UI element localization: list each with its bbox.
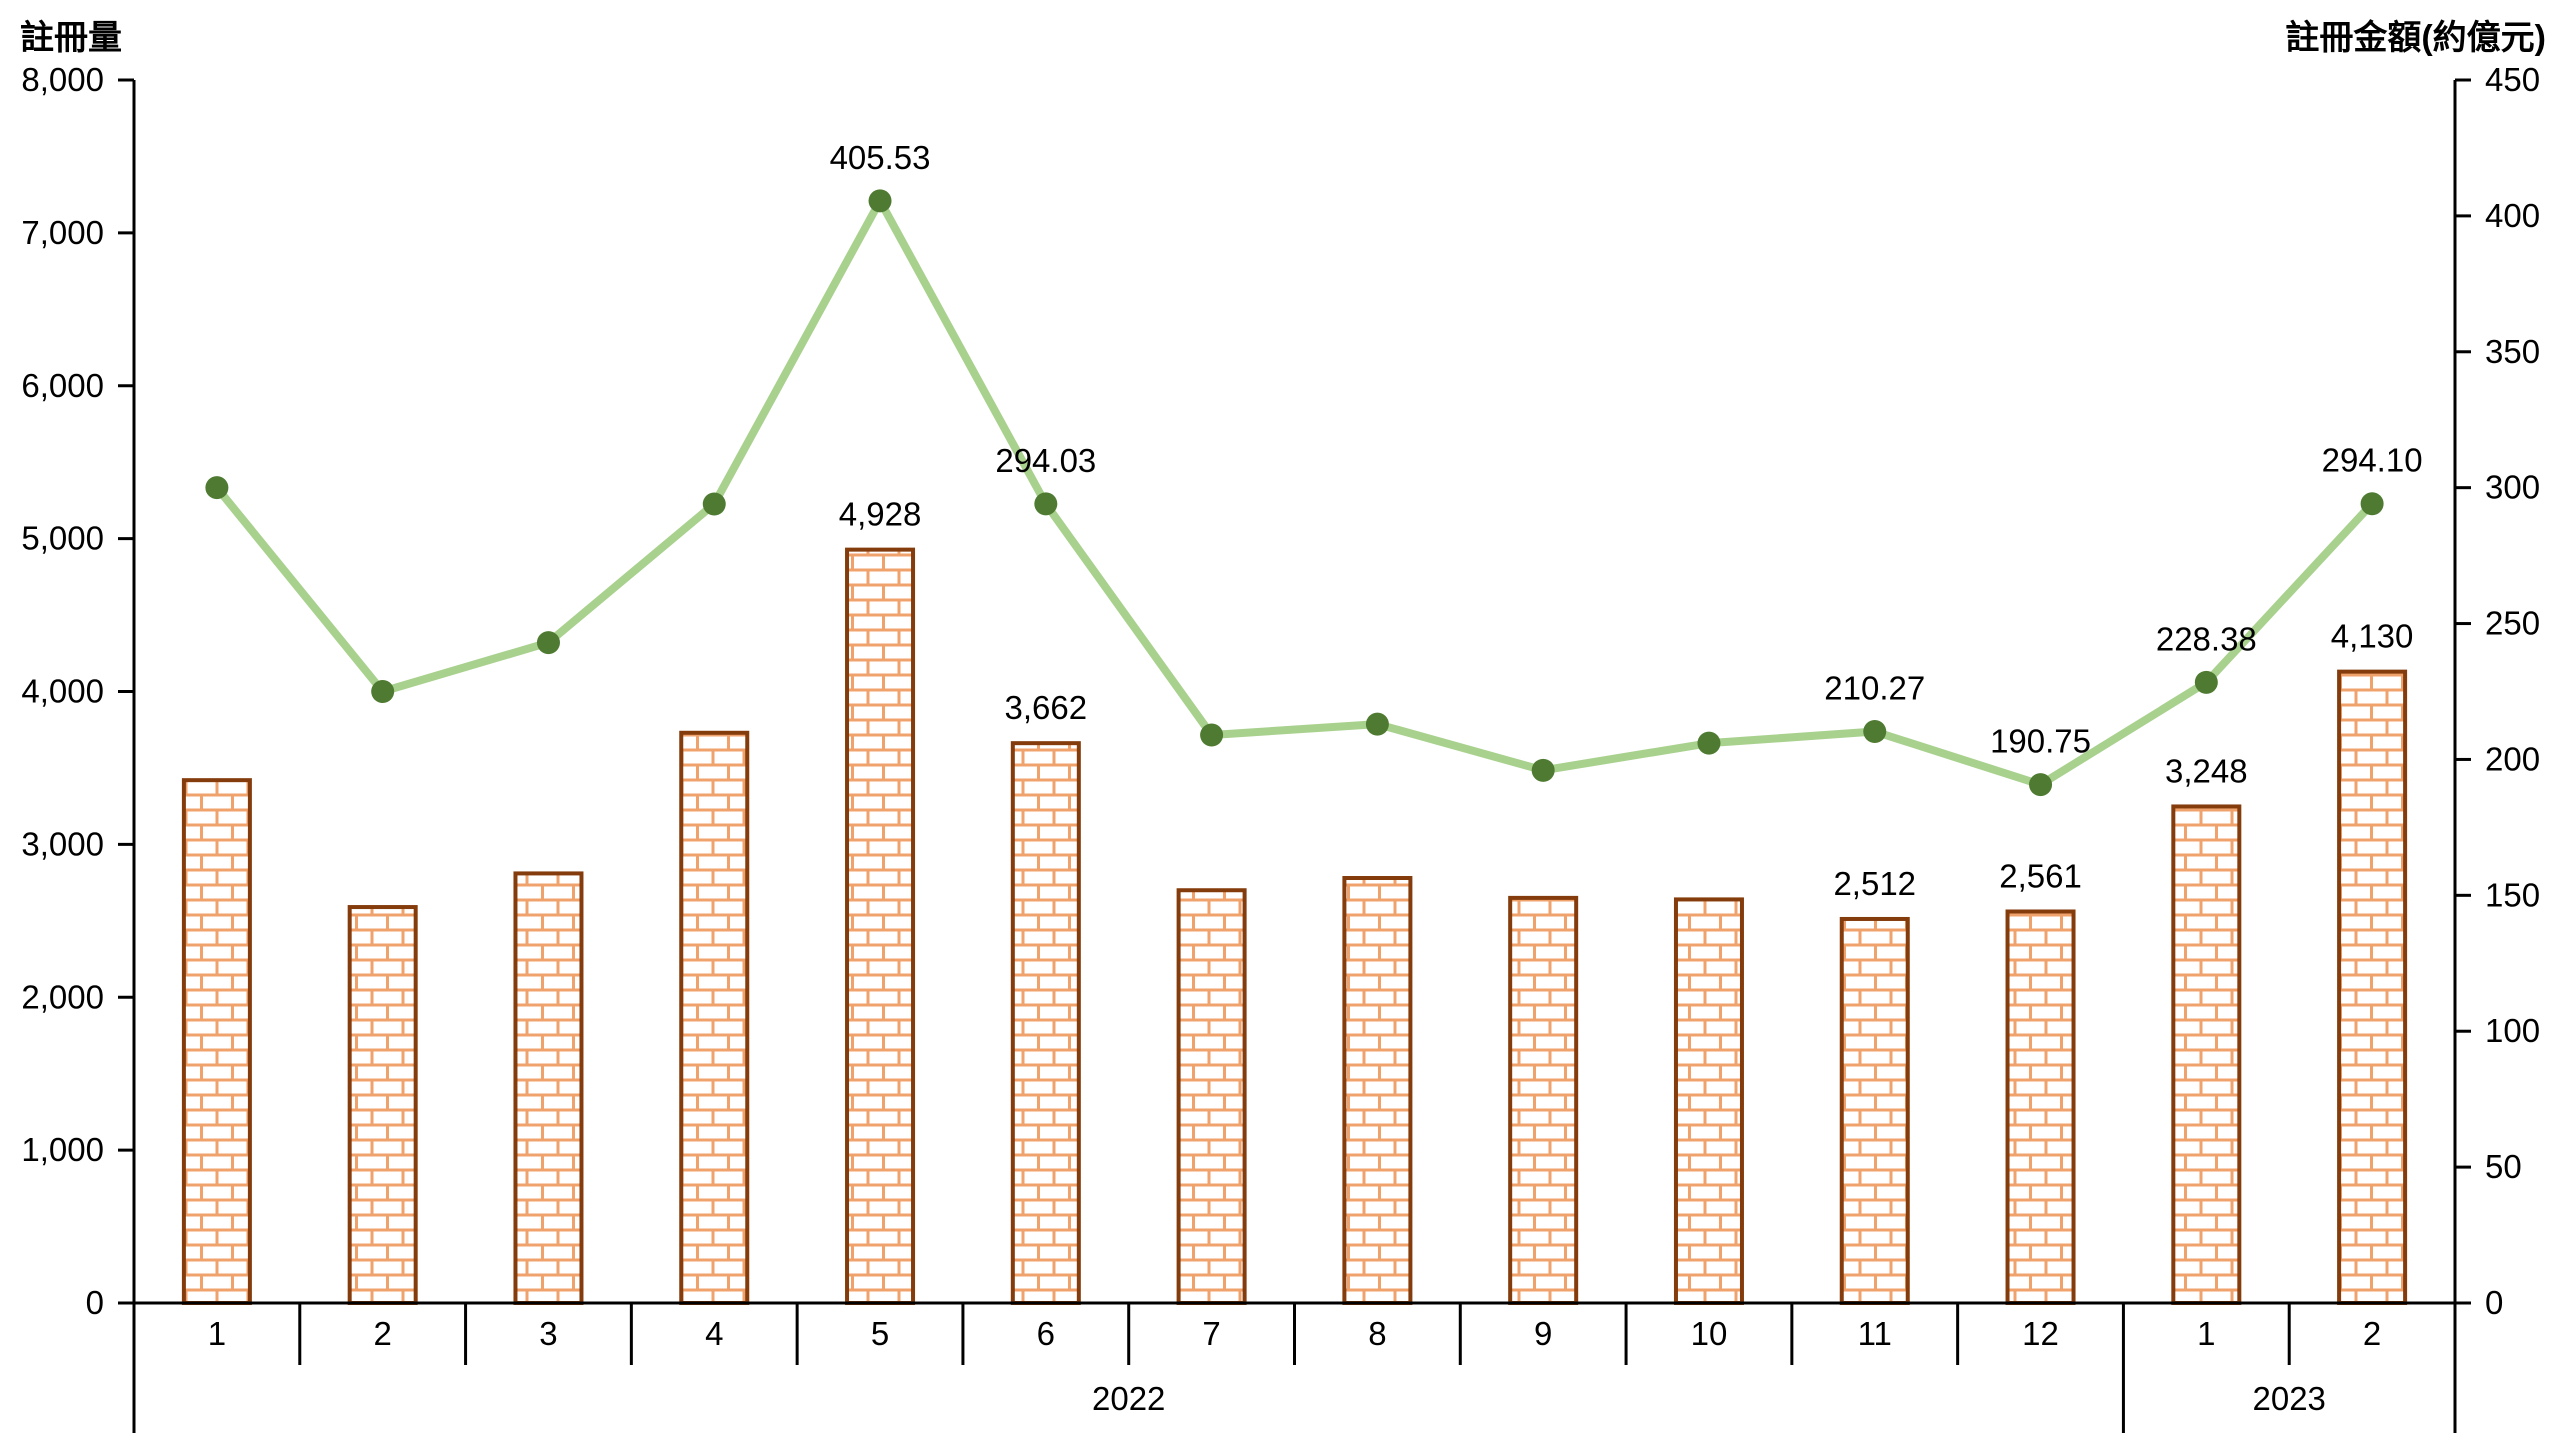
- left-tick-label: 8,000: [21, 61, 104, 98]
- bar: [347, 905, 418, 1306]
- right-tick-label: 0: [2485, 1284, 2503, 1321]
- bar: [2005, 909, 2076, 1305]
- line-series: [212, 196, 2377, 789]
- bar-data-label: 3,248: [2165, 752, 2248, 789]
- axes: [118, 80, 2471, 1433]
- line-marker: [205, 476, 229, 500]
- line-data-label: 190.75: [1990, 723, 2091, 760]
- bar-data-label: 2,561: [1999, 857, 2082, 894]
- left-tick-label: 1,000: [21, 1131, 104, 1168]
- line-marker: [1034, 492, 1058, 516]
- bar: [1673, 897, 1744, 1305]
- month-label: 7: [1202, 1315, 1220, 1352]
- year-label: 2023: [2253, 1380, 2326, 1417]
- data-labels: 4,928 3,662 2,512 2,561 3,248 4,130 405.53 294.…: [830, 139, 2423, 902]
- bar: [1010, 741, 1081, 1305]
- month-label: 1: [208, 1315, 226, 1352]
- month-label: 8: [1368, 1315, 1386, 1352]
- bar: [513, 871, 584, 1305]
- line-marker: [1863, 720, 1887, 744]
- left-tick-label: 6,000: [21, 367, 104, 404]
- bar-series: [181, 547, 2408, 1306]
- line-marker: [2194, 670, 2218, 694]
- right-axis-title: 註冊金額(約億元): [2285, 19, 2546, 57]
- bar: [1508, 895, 1579, 1305]
- bar: [1176, 888, 1247, 1305]
- left-tick-label: 2,000: [21, 978, 104, 1015]
- line-data-label: 294.10: [2322, 442, 2423, 479]
- year-label: 2022: [1092, 1380, 1165, 1417]
- line-marker: [1531, 758, 1555, 782]
- month-label: 2: [373, 1315, 391, 1352]
- bar-data-label: 2,512: [1833, 865, 1916, 902]
- month-label: 3: [539, 1315, 557, 1352]
- line-marker: [702, 492, 726, 516]
- left-tick-label: 3,000: [21, 825, 104, 862]
- right-tick-label: 350: [2485, 333, 2540, 370]
- line-data-label: 405.53: [830, 139, 931, 176]
- line-marker: [536, 631, 560, 655]
- right-tick-label: 100: [2485, 1012, 2540, 1049]
- line-data-label: 294.03: [995, 442, 1096, 479]
- month-label: 10: [1691, 1315, 1728, 1352]
- month-label: 5: [871, 1315, 889, 1352]
- left-tick-label: 7,000: [21, 214, 104, 251]
- bar: [181, 778, 252, 1305]
- line-marker: [2360, 492, 2384, 516]
- month-label: 9: [1534, 1315, 1552, 1352]
- line-marker: [2029, 773, 2053, 797]
- left-tick-label: 4,000: [21, 673, 104, 710]
- bar-data-label: 4,928: [839, 496, 922, 533]
- bar: [2171, 804, 2242, 1305]
- bar: [1839, 916, 1910, 1306]
- bar: [845, 547, 916, 1305]
- bar-data-label: 4,130: [2331, 618, 2414, 655]
- line-marker: [371, 680, 395, 703]
- left-axis-title: 註冊量: [20, 19, 122, 57]
- right-tick-label: 200: [2485, 740, 2540, 777]
- bar: [679, 730, 750, 1305]
- right-tick-label: 150: [2485, 876, 2540, 913]
- month-label: 11: [1858, 1315, 1892, 1352]
- line-marker: [1200, 723, 1224, 747]
- month-label: 4: [705, 1315, 723, 1352]
- right-tick-label: 300: [2485, 469, 2540, 506]
- bar: [1342, 876, 1413, 1305]
- line-marker: [1365, 712, 1389, 736]
- tick-labels: 0 1,000 2,000 3,000 4,000 5,000 6,000 7,000 8,00…: [21, 61, 2540, 1321]
- month-label: 1: [2197, 1315, 2215, 1352]
- right-tick-label: 400: [2485, 197, 2540, 234]
- month-label: 12: [2022, 1315, 2059, 1352]
- line-data-label: 210.27: [1824, 670, 1925, 707]
- left-tick-label: 5,000: [21, 520, 104, 557]
- right-tick-label: 250: [2485, 605, 2540, 642]
- right-tick-label: 50: [2485, 1148, 2522, 1185]
- line-markers: [205, 189, 2384, 797]
- left-tick-label: 0: [86, 1284, 104, 1321]
- month-label: 2: [2363, 1315, 2381, 1352]
- tick-marks: [118, 78, 2471, 1433]
- line-data-label: 228.38: [2156, 620, 2257, 657]
- bar-data-label: 3,662: [1005, 689, 1088, 726]
- line-marker: [1697, 731, 1721, 755]
- month-label: 6: [1037, 1315, 1055, 1352]
- right-tick-label: 450: [2485, 61, 2540, 98]
- bar: [2337, 669, 2408, 1305]
- line-marker: [868, 189, 892, 213]
